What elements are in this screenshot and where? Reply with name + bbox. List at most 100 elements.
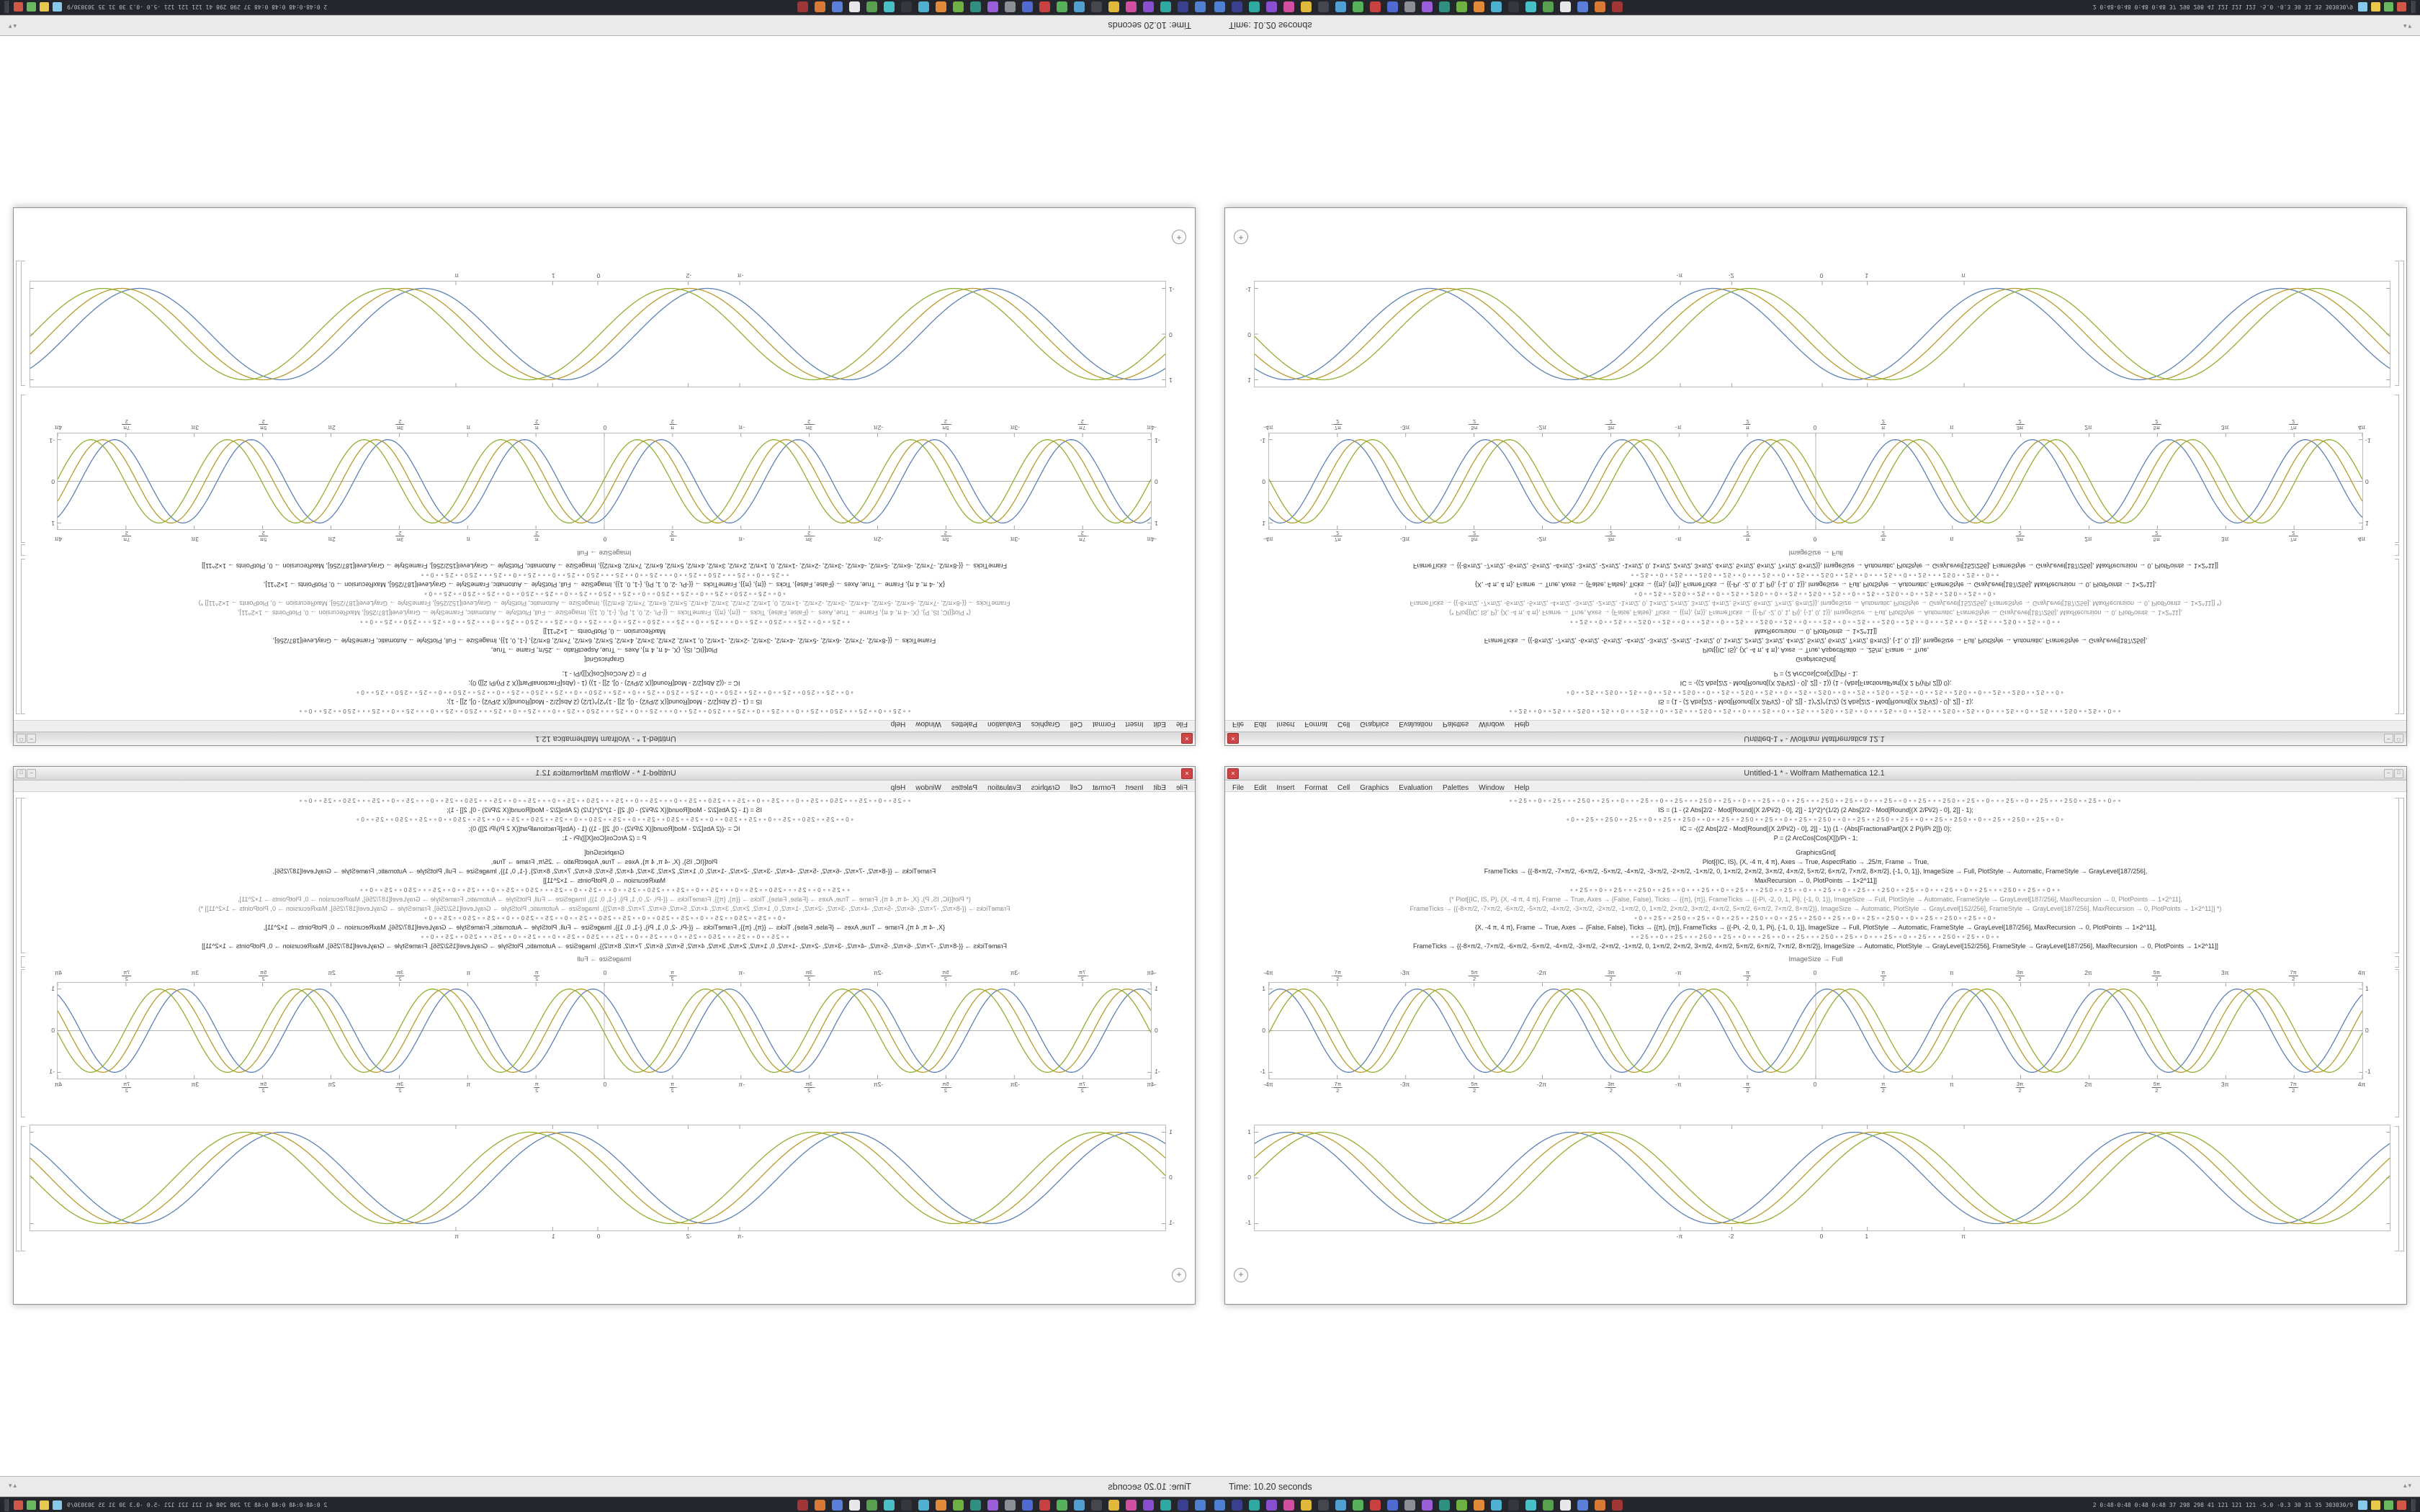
taskbar-app-icon[interactable] xyxy=(1160,1500,1171,1511)
code-line[interactable]: ∘∘25∘∘0∘∘25∘∘∘250∘∘25∘∘0∘∘∘25∘∘0∘∘25∘∘∘2… xyxy=(418,934,790,940)
cell-bracket-plot2[interactable] xyxy=(2395,1126,2399,1251)
insert-cell-button[interactable]: + xyxy=(1234,230,1248,244)
menu-window[interactable]: Window xyxy=(1479,784,1505,792)
menu-cell[interactable]: Cell xyxy=(1337,720,1350,728)
tray-status-icon[interactable] xyxy=(2358,2,2367,12)
menu-format[interactable]: Format xyxy=(1092,720,1116,728)
code-line[interactable]: ∘∘25∘∘0∘∘25∘∘∘250∘∘25∘∘0∘∘∘25∘∘0∘∘25∘∘∘2… xyxy=(1630,572,2002,578)
code-line[interactable]: ∘∘25∘∘0∘∘25∘∘∘250∘∘25∘∘0∘∘∘25∘∘0∘∘25∘∘∘2… xyxy=(1630,934,2002,940)
taskbar-app-icon[interactable] xyxy=(1091,1500,1102,1511)
taskbar-app-icon[interactable] xyxy=(1249,1,1260,12)
taskbar-app-icon[interactable] xyxy=(1178,1,1188,12)
maximize-button[interactable]: □ xyxy=(17,769,26,778)
tray-status-icon[interactable] xyxy=(2384,1500,2393,1510)
taskbar-app-icon[interactable] xyxy=(1370,1,1381,12)
code-line[interactable]: FrameTicks → {{-8×π/2, -7×π/2, -6×π/2, -… xyxy=(202,562,1007,570)
statusbar-scroll-arrows-icon[interactable]: ▴▾ xyxy=(2403,23,2413,30)
taskbar-app-icon[interactable] xyxy=(1560,1500,1571,1511)
taskbar-app-icon[interactable] xyxy=(1577,1500,1588,1511)
taskbar-app-icon[interactable] xyxy=(832,1500,843,1511)
show-desktop-button[interactable] xyxy=(2411,1499,2416,1511)
taskbar-app-icon[interactable] xyxy=(866,1,877,12)
close-button[interactable]: × xyxy=(1227,733,1239,744)
code-line[interactable]: GraphicsGrid[ xyxy=(584,656,624,663)
taskbar-app-icon[interactable] xyxy=(1057,1,1067,12)
code-line[interactable]: FrameTicks → {{-8×π/2, -7×π/2, -6×π/2, -… xyxy=(198,905,1010,912)
taskbar-app-icon[interactable] xyxy=(1266,1500,1277,1511)
taskbar-app-icon[interactable] xyxy=(1143,1,1154,12)
menu-palettes[interactable]: Palettes xyxy=(1443,720,1469,728)
taskbar-app-icon[interactable] xyxy=(1214,1,1225,12)
taskbar-app-icon[interactable] xyxy=(1439,1,1450,12)
taskbar-app-icon[interactable] xyxy=(1595,1,1605,12)
cell-bracket-plot1[interactable] xyxy=(21,395,25,543)
code-line[interactable]: {X, -4 π, 4 π}, Frame → True, Axes → {Fa… xyxy=(263,924,946,931)
code-line[interactable]: P = (2 ArcCos[Cos[X]])/Pi - 1; xyxy=(562,670,647,678)
taskbar-app-icon[interactable] xyxy=(1232,1,1242,12)
taskbar-app-icon[interactable] xyxy=(1525,1500,1536,1511)
taskbar-app-icon[interactable] xyxy=(1108,1500,1119,1511)
taskbar-app-icon[interactable] xyxy=(1283,1500,1294,1511)
menu-help[interactable]: Help xyxy=(1514,784,1530,792)
taskbar-app-icon[interactable] xyxy=(1560,1,1571,12)
code-line[interactable]: IS = (1 - (2 Abs[2/2 - Mod[Round[(X 2/Pi… xyxy=(447,806,762,814)
code-line[interactable]: Plot[{IC, IS}, {X, -4 π, 4 π}, Axes → Tr… xyxy=(490,647,718,654)
cell-bracket-label[interactable] xyxy=(2395,544,2399,556)
code-line[interactable]: IS = (1 - (2 Abs[2/2 - Mod[Round[(X 2/Pi… xyxy=(1658,698,1973,706)
code-line[interactable]: ∘0∘∘25∘∘250∘∘25∘∘0∘∘25∘∘250∘∘0∘∘25∘∘250∘… xyxy=(1634,590,1998,597)
menu-help[interactable]: Help xyxy=(1514,720,1530,728)
code-line[interactable]: MaxRecursion → 0, PlotPoints → 1×2^11]] xyxy=(1754,628,1877,635)
cell-bracket-plot2[interactable] xyxy=(2395,261,2399,386)
code-line[interactable]: FrameTicks → {{-8×π/2, -7×π/2, -6×π/2, -… xyxy=(1410,905,2222,912)
maximize-button[interactable]: □ xyxy=(17,734,26,743)
taskbar-app-icon[interactable] xyxy=(1091,1,1102,12)
taskbar-app-icon[interactable] xyxy=(1335,1,1346,12)
code-line[interactable]: ∘∘25∘∘0∘∘25∘∘∘250∘∘25∘∘0∘∘∘25∘∘0∘∘25∘∘∘2… xyxy=(1508,798,2123,804)
taskbar-app-icon[interactable] xyxy=(884,1,895,12)
taskbar-app-icon[interactable] xyxy=(953,1,964,12)
code-line[interactable]: FrameTicks → {{-8×π/2, -7×π/2, -6×π/2, -… xyxy=(272,868,936,875)
taskbar-app-icon[interactable] xyxy=(1266,1,1277,12)
code-line[interactable]: ∘0∘∘25∘∘250∘∘25∘∘0∘∘25∘∘250∘∘0∘∘25∘∘250∘… xyxy=(422,590,786,597)
taskbar-app-icon[interactable] xyxy=(1283,1,1294,12)
code-line[interactable]: FrameTicks → {{-8×π/2, -7×π/2, -6×π/2, -… xyxy=(1413,942,2218,950)
maximize-button[interactable]: □ xyxy=(2394,734,2403,743)
code-line[interactable]: ∘0∘∘25∘∘250∘∘25∘∘0∘∘25∘∘250∘∘0∘∘25∘∘250∘… xyxy=(1566,816,2066,823)
taskbar-app-icon[interactable] xyxy=(1612,1,1623,12)
code-line[interactable]: MaxRecursion → 0, PlotPoints → 1×2^11]] xyxy=(1754,877,1877,884)
insert-cell-button[interactable]: + xyxy=(1234,1268,1248,1282)
statusbar-scroll-arrows-icon[interactable]: ▴▾ xyxy=(7,23,17,30)
taskbar-app-icon[interactable] xyxy=(797,1,808,12)
taskbar-app-icon[interactable] xyxy=(1387,1500,1398,1511)
taskbar-app-icon[interactable] xyxy=(987,1,998,12)
menu-format[interactable]: Format xyxy=(1304,784,1328,792)
minimize-button[interactable]: – xyxy=(2384,734,2393,743)
taskbar-app-icon[interactable] xyxy=(1126,1,1137,12)
taskbar-app-icon[interactable] xyxy=(1195,1500,1206,1511)
taskbar-app-icon[interactable] xyxy=(815,1,825,12)
code-line[interactable]: FrameTicks → {{-8×π/2, -7×π/2, -6×π/2, -… xyxy=(198,600,1010,607)
tray-status-icon[interactable] xyxy=(2371,2,2380,12)
minimize-button[interactable]: – xyxy=(27,734,36,743)
show-desktop-button[interactable] xyxy=(4,1,9,13)
menu-cell[interactable]: Cell xyxy=(1337,784,1350,792)
code-line[interactable]: (* Plot[{IC, IS, P}, {X, -4 π, 4 π}, Fra… xyxy=(1449,896,2182,903)
code-line[interactable]: FrameTicks → {{-8×π/2, -7×π/2, -6×π/2, -… xyxy=(272,637,936,644)
tray-status-icon[interactable] xyxy=(27,2,36,12)
code-cell[interactable]: ∘∘25∘∘0∘∘25∘∘∘250∘∘25∘∘0∘∘∘25∘∘0∘∘25∘∘∘2… xyxy=(1225,792,2406,951)
code-line[interactable]: {X, -4 π, 4 π}, Frame → True, Axes → {Fa… xyxy=(263,581,946,588)
tray-status-icon[interactable] xyxy=(53,2,62,12)
taskbar-app-icon[interactable] xyxy=(1057,1500,1067,1511)
code-line[interactable]: {X, -4 π, 4 π}, Frame → True, Axes → {Fa… xyxy=(1474,581,2157,588)
taskbar-app-icon[interactable] xyxy=(970,1500,981,1511)
cell-bracket-label[interactable] xyxy=(2395,956,2399,968)
menu-graphics[interactable]: Graphics xyxy=(1031,720,1060,728)
cell-bracket-code[interactable] xyxy=(21,559,25,714)
taskbar-app-icon[interactable] xyxy=(1422,1,1433,12)
menu-evaluation[interactable]: Evaluation xyxy=(1399,720,1433,728)
cell-bracket-plot2[interactable] xyxy=(21,1126,25,1251)
taskbar-app-icon[interactable] xyxy=(1232,1500,1242,1511)
menu-format[interactable]: Format xyxy=(1304,720,1328,728)
cell-bracket-code[interactable] xyxy=(2395,798,2399,953)
window-titlebar[interactable]: × Untitled-1 * - Wolfram Mathematica 12.… xyxy=(1225,732,2406,745)
